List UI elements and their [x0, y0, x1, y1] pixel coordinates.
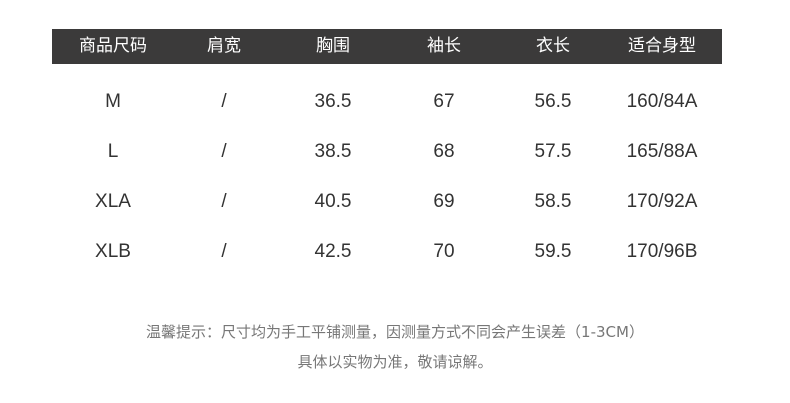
table-cell: 70 — [433, 241, 455, 262]
table-row: XLB / 42.5 70 59.5 170/96B — [0, 237, 790, 267]
table-cell: / — [221, 191, 227, 212]
column-header: 衣长 — [536, 36, 570, 56]
table-cell: M — [105, 91, 121, 112]
table-cell: 56.5 — [534, 91, 572, 112]
table-cell: 68 — [433, 141, 455, 162]
table-cell: / — [221, 91, 227, 112]
table-cell: 42.5 — [314, 241, 352, 262]
table-cell: 59.5 — [534, 241, 572, 262]
table-cell: 67 — [433, 91, 455, 112]
column-header: 袖长 — [427, 36, 461, 56]
note-line-1: 温馨提示：尺寸均为手工平铺测量，因测量方式不同会产生误差（1-3CM） — [146, 323, 644, 341]
table-cell: 38.5 — [314, 141, 352, 162]
column-header: 商品尺码 — [79, 36, 147, 56]
table-row: L / 38.5 68 57.5 165/88A — [0, 137, 790, 167]
table-row: XLA / 40.5 69 58.5 170/92A — [0, 187, 790, 217]
table-row: M / 36.5 67 56.5 160/84A — [0, 87, 790, 117]
table-cell: L — [107, 141, 119, 162]
table-cell: 36.5 — [314, 91, 352, 112]
table-cell: XLB — [95, 241, 131, 262]
table-cell: 58.5 — [534, 191, 572, 212]
table-cell: 165/88A — [626, 141, 698, 162]
table-cell: 170/92A — [626, 191, 698, 212]
column-header: 肩宽 — [207, 36, 241, 56]
column-header: 胸围 — [316, 36, 350, 56]
table-cell: / — [221, 141, 227, 162]
column-header: 适合身型 — [628, 36, 696, 56]
table-cell: 40.5 — [314, 191, 352, 212]
table-cell: 170/96B — [626, 241, 698, 262]
table-header: 商品尺码 肩宽 胸围 袖长 衣长 适合身型 — [52, 29, 722, 64]
table-cell: 160/84A — [626, 91, 698, 112]
table-cell: 69 — [433, 191, 455, 212]
table-cell: XLA — [95, 191, 131, 212]
table-cell: / — [221, 241, 227, 262]
note-line-2: 具体以实物为准，敬请谅解。 — [297, 353, 493, 371]
table-cell: 57.5 — [534, 141, 572, 162]
